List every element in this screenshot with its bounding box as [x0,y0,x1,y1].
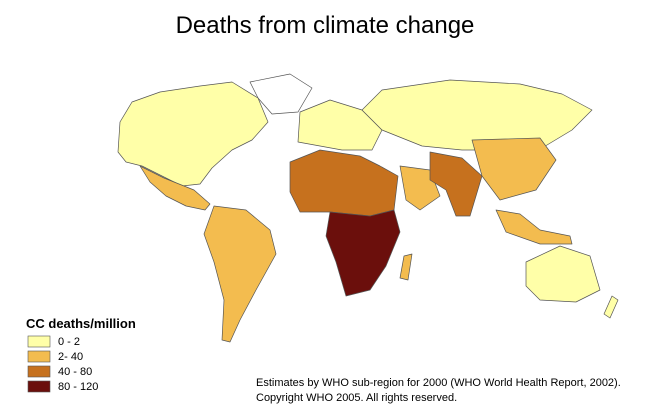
central-america [139,165,211,211]
regions [117,73,619,343]
australia [525,245,601,303]
south-america [203,205,277,343]
legend-label: 0 - 2 [58,336,80,348]
east-asia [471,137,557,201]
north-asia [361,79,593,151]
legend-swatch [27,335,51,348]
new-zealand [603,295,619,319]
legend-swatch [27,380,51,393]
copyright-note: Copyright WHO 2005. All rights reserved. [256,392,457,404]
legend: CC deaths/million 0 - 2 2- 40 40 - 80 80… [26,316,136,393]
map-title: Deaths from climate change [176,12,475,39]
madagascar [399,253,413,281]
legend-title: CC deaths/million [26,316,136,331]
legend-label: 80 - 120 [58,381,98,393]
north-africa [289,149,399,217]
legend-swatch [27,365,51,378]
legend-label: 40 - 80 [58,366,92,378]
south-asia [429,151,483,217]
legend-swatch [27,350,51,363]
southeast-asia [495,209,573,245]
sub-saharan-africa [325,209,401,297]
legend-label: 2- 40 [58,351,83,363]
north-america [117,81,269,187]
source-note: Estimates by WHO sub-region for 2000 (WH… [256,377,621,389]
